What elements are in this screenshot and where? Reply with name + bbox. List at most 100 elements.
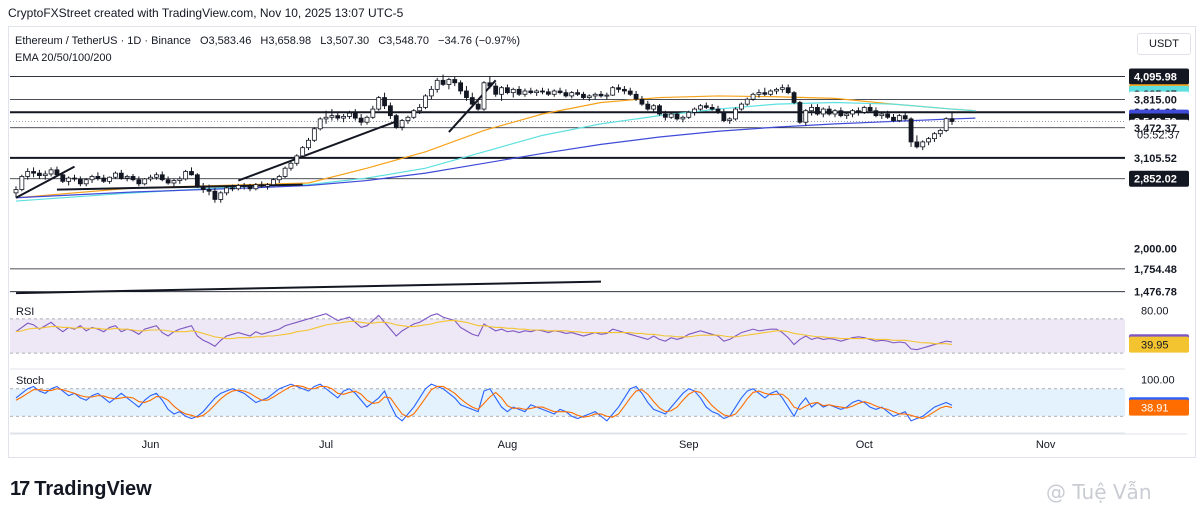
- candle: [902, 115, 908, 120]
- candle: [171, 180, 177, 184]
- candle: [77, 178, 83, 185]
- candle: [42, 173, 48, 177]
- candle: [803, 110, 809, 123]
- candle: [423, 95, 428, 108]
- candle: [563, 92, 569, 97]
- stoch-tick-label: 100.00: [1141, 375, 1175, 387]
- candle: [352, 112, 358, 119]
- candle: [376, 97, 382, 110]
- candle: [674, 113, 680, 120]
- candle: [113, 172, 118, 178]
- candle: [815, 107, 820, 115]
- candle: [136, 179, 142, 185]
- candle: [464, 90, 469, 98]
- x-tick-label: Jul: [319, 439, 333, 451]
- candle: [446, 79, 452, 85]
- candle: [744, 98, 750, 105]
- candle: [341, 116, 347, 119]
- brand-name: TradingView: [34, 478, 152, 500]
- candle: [651, 105, 657, 110]
- candle: [932, 133, 937, 140]
- candle: [504, 87, 510, 94]
- price-label-box: [1129, 240, 1189, 257]
- candle: [522, 90, 528, 95]
- candle: [627, 90, 633, 95]
- candle: [399, 120, 405, 128]
- candle: [130, 176, 136, 181]
- price-label: 1,476.78: [1134, 287, 1177, 299]
- candle: [721, 111, 727, 121]
- symbol-name[interactable]: Ethereum / TetherUS · 1D · Binance: [15, 35, 191, 47]
- candle: [124, 176, 130, 179]
- indicator-legend[interactable]: EMA 20/50/100/200: [15, 52, 112, 64]
- candle: [60, 174, 66, 182]
- candle: [411, 110, 417, 118]
- candle: [183, 171, 189, 180]
- rsi-value-label: 39.95: [1141, 340, 1169, 352]
- candle: [481, 82, 487, 110]
- candle: [692, 108, 697, 113]
- candle: [241, 185, 247, 187]
- candle: [891, 116, 896, 121]
- stoch-series-main: [15, 383, 953, 422]
- candle: [592, 93, 598, 97]
- candle: [551, 90, 557, 95]
- price-label: 4,095.98: [1134, 72, 1177, 84]
- candle: [516, 88, 522, 95]
- bar-countdown: 05:52:37: [1137, 129, 1180, 141]
- candle: [832, 110, 838, 115]
- candle: [306, 139, 311, 149]
- x-tick-label: Nov: [1036, 439, 1056, 451]
- price-label: 3,105.52: [1134, 153, 1177, 165]
- candle: [469, 97, 475, 105]
- price-label: 3,815.00: [1134, 95, 1177, 107]
- candle: [428, 88, 434, 97]
- high-value: H3,658.98: [260, 35, 312, 47]
- price-label-box: [1129, 91, 1189, 108]
- candle: [926, 138, 931, 143]
- candle: [622, 88, 627, 92]
- tradingview-logo[interactable]: 17 TradingView: [10, 478, 152, 501]
- price-label: 2,852.02: [1134, 174, 1177, 186]
- trendline: [15, 165, 75, 199]
- candle: [633, 93, 639, 100]
- candle: [499, 87, 504, 95]
- candle: [13, 189, 19, 194]
- candle: [581, 93, 586, 98]
- candle: [364, 116, 370, 123]
- candle: [159, 174, 165, 181]
- currency-button[interactable]: USDT: [1137, 33, 1191, 55]
- candle: [440, 79, 446, 85]
- stoch-value-label: 38.91: [1141, 403, 1169, 415]
- price-label-box: [1129, 260, 1189, 277]
- candle: [212, 190, 218, 200]
- candle: [698, 105, 703, 110]
- candle: [417, 107, 423, 112]
- candle: [294, 155, 300, 164]
- candle: [662, 113, 668, 118]
- candle: [943, 118, 949, 131]
- candle: [48, 169, 54, 175]
- candle: [89, 176, 95, 181]
- candle: [323, 116, 329, 120]
- price-label: 3,472.37: [1134, 123, 1177, 135]
- candle: [370, 108, 376, 118]
- candle: [25, 171, 31, 177]
- candle: [347, 112, 352, 117]
- candle: [797, 102, 803, 123]
- ema100-line: [15, 101, 976, 202]
- candle: [265, 184, 270, 187]
- candle: [768, 90, 774, 95]
- stoch-series-signal: [15, 384, 953, 420]
- candle: [657, 105, 662, 115]
- price-label-box: [1129, 149, 1189, 166]
- candle: [452, 79, 458, 84]
- candle: [838, 110, 844, 117]
- rsi-series-main: [15, 313, 953, 351]
- candle: [66, 177, 72, 182]
- candle: [510, 88, 516, 94]
- candle: [557, 90, 563, 94]
- candle: [54, 169, 60, 176]
- candle: [686, 111, 692, 118]
